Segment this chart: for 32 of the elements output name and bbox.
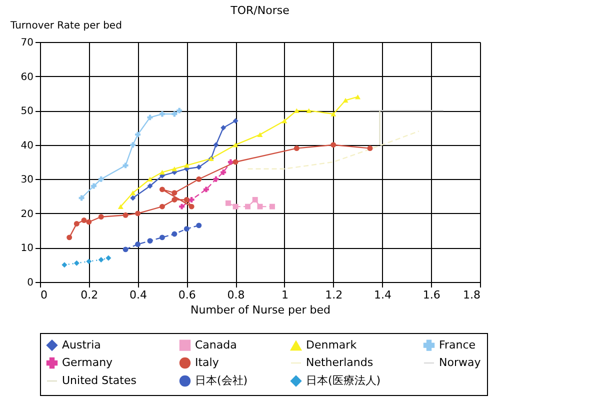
y-axis-title: Turnover Rate per bed (10, 20, 122, 32)
legend-label: 日本(会社) (195, 374, 248, 387)
chart-title: TOR/Norse (230, 4, 290, 17)
legend-label: Norway (439, 356, 482, 369)
legend-label: United States (62, 374, 137, 387)
y-tick-label: 30 (20, 174, 34, 186)
y-tick-label: 40 (20, 140, 34, 152)
x-tick-label: 0.8 (227, 288, 245, 302)
y-tick-label: 20 (20, 208, 34, 220)
legend-label: Austria (62, 338, 101, 352)
x-tick-label: 1.2 (325, 288, 343, 302)
legend-label: Italy (195, 356, 220, 369)
x-tick-label: 1.6 (422, 288, 440, 302)
legend-label: Denmark (306, 338, 358, 352)
legend-label: Canada (195, 338, 237, 352)
legend-label: Netherlands (306, 356, 374, 369)
y-tick-label: 60 (20, 72, 34, 83)
y-tick-label: 70 (20, 38, 34, 48)
legend-label: 日本(医療法人) (306, 374, 381, 387)
x-tick-label: 0.6 (178, 288, 196, 302)
x-tick-label: 1.8 (463, 288, 480, 302)
y-tick-label: 0 (27, 278, 34, 288)
x-tick-label: 0.4 (130, 288, 148, 302)
legend-label: France (439, 338, 476, 352)
y-tick-label: 10 (20, 243, 34, 254)
x-axis-title: Number of Nurse per bed (190, 304, 331, 316)
x-tick-label: 0 (40, 288, 48, 302)
x-tick-label: 1 (281, 288, 288, 302)
legend-label: Germany (62, 356, 114, 369)
x-tick-label: 0.2 (80, 288, 98, 302)
y-tick-label: 50 (20, 106, 34, 118)
x-tick-label: 1.4 (374, 288, 392, 302)
